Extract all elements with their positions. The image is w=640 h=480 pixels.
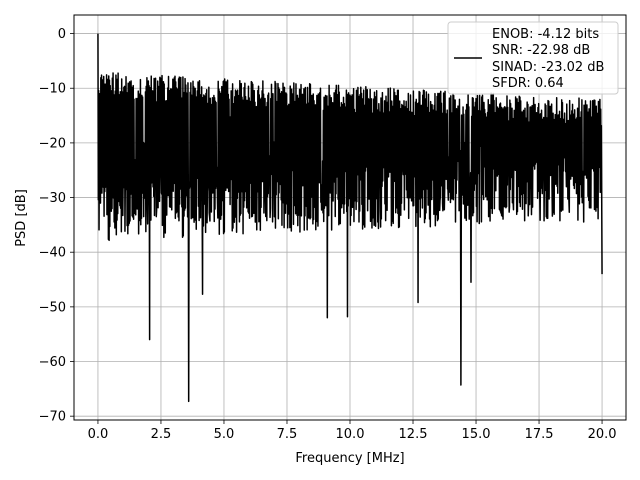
x-tick-label: 12.5 <box>399 427 428 442</box>
legend-text-sfdr: SFDR: 0.64 <box>492 76 564 91</box>
y-tick-label: −50 <box>39 300 66 315</box>
x-tick-label: 17.5 <box>525 427 554 442</box>
x-tick-label: 2.5 <box>151 427 172 442</box>
y-axis-ticks: 0 −10 −20 −30 −40 −50 −60 −70 <box>39 27 74 425</box>
legend-text-enob: ENOB: -4.12 bits <box>492 27 599 42</box>
legend-text-sinad: SINAD: -23.02 dB <box>492 60 604 75</box>
y-tick-label: −70 <box>39 410 66 425</box>
y-tick-label: −40 <box>39 246 66 261</box>
legend-box <box>447 21 619 95</box>
x-tick-label: 0.0 <box>88 427 109 442</box>
legend: ENOB: -4.12 bits SNR: -22.98 dB SINAD: -… <box>447 21 619 95</box>
y-tick-label: −60 <box>39 355 66 370</box>
y-tick-label: −10 <box>39 82 66 97</box>
x-tick-label: 15.0 <box>462 427 491 442</box>
x-axis-title: Frequency [MHz] <box>295 451 404 466</box>
x-tick-label: 10.0 <box>336 427 365 442</box>
y-axis-title: PSD [dB] <box>14 189 29 247</box>
x-axis-ticks: 0.0 2.5 5.0 7.5 10.0 12.5 15.0 17.5 20.0 <box>88 420 617 442</box>
x-tick-label: 7.5 <box>277 427 298 442</box>
y-tick-label: 0 <box>58 27 66 42</box>
psd-series-line <box>97 33 603 403</box>
legend-text-snr: SNR: -22.98 dB <box>492 43 590 58</box>
y-tick-label: −20 <box>39 136 66 151</box>
x-tick-label: 5.0 <box>214 427 235 442</box>
y-tick-label: −30 <box>39 191 66 206</box>
x-tick-label: 20.0 <box>588 427 617 442</box>
plot-area <box>97 33 603 403</box>
